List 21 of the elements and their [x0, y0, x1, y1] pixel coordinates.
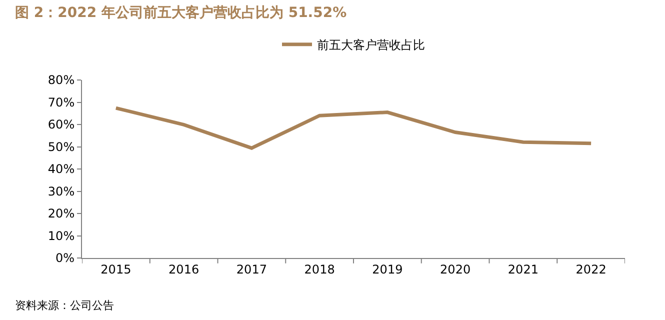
chart-title: 图 2：2022 年公司前五大客户营收占比为 51.52%	[15, 4, 347, 21]
x-tick-label: 2019	[372, 262, 403, 276]
y-tick-label: 80%	[48, 73, 75, 88]
x-tick-label: 2015	[100, 262, 132, 276]
y-tick-label: 50%	[48, 140, 75, 154]
x-tick-label: 2017	[236, 262, 267, 276]
x-tick-label: 2018	[304, 262, 335, 276]
y-tick-label: 70%	[48, 95, 75, 110]
legend-label: 前五大客户营收占比	[317, 38, 425, 52]
line-series	[114, 106, 593, 150]
y-tick-label: 60%	[48, 118, 75, 132]
y-tick-label: 0%	[56, 251, 75, 266]
y-tick-label: 40%	[48, 162, 75, 176]
x-tick-label: 2022	[576, 262, 606, 276]
x-tick-label: 2016	[168, 262, 200, 276]
x-tick-label: 2021	[508, 262, 538, 276]
y-tick-label: 10%	[48, 228, 75, 243]
y-tick-label: 20%	[48, 206, 75, 221]
x-tick-label: 2020	[440, 262, 471, 276]
y-tick-label: 30%	[48, 184, 75, 198]
text: 资料来源：公司公告	[15, 299, 114, 312]
